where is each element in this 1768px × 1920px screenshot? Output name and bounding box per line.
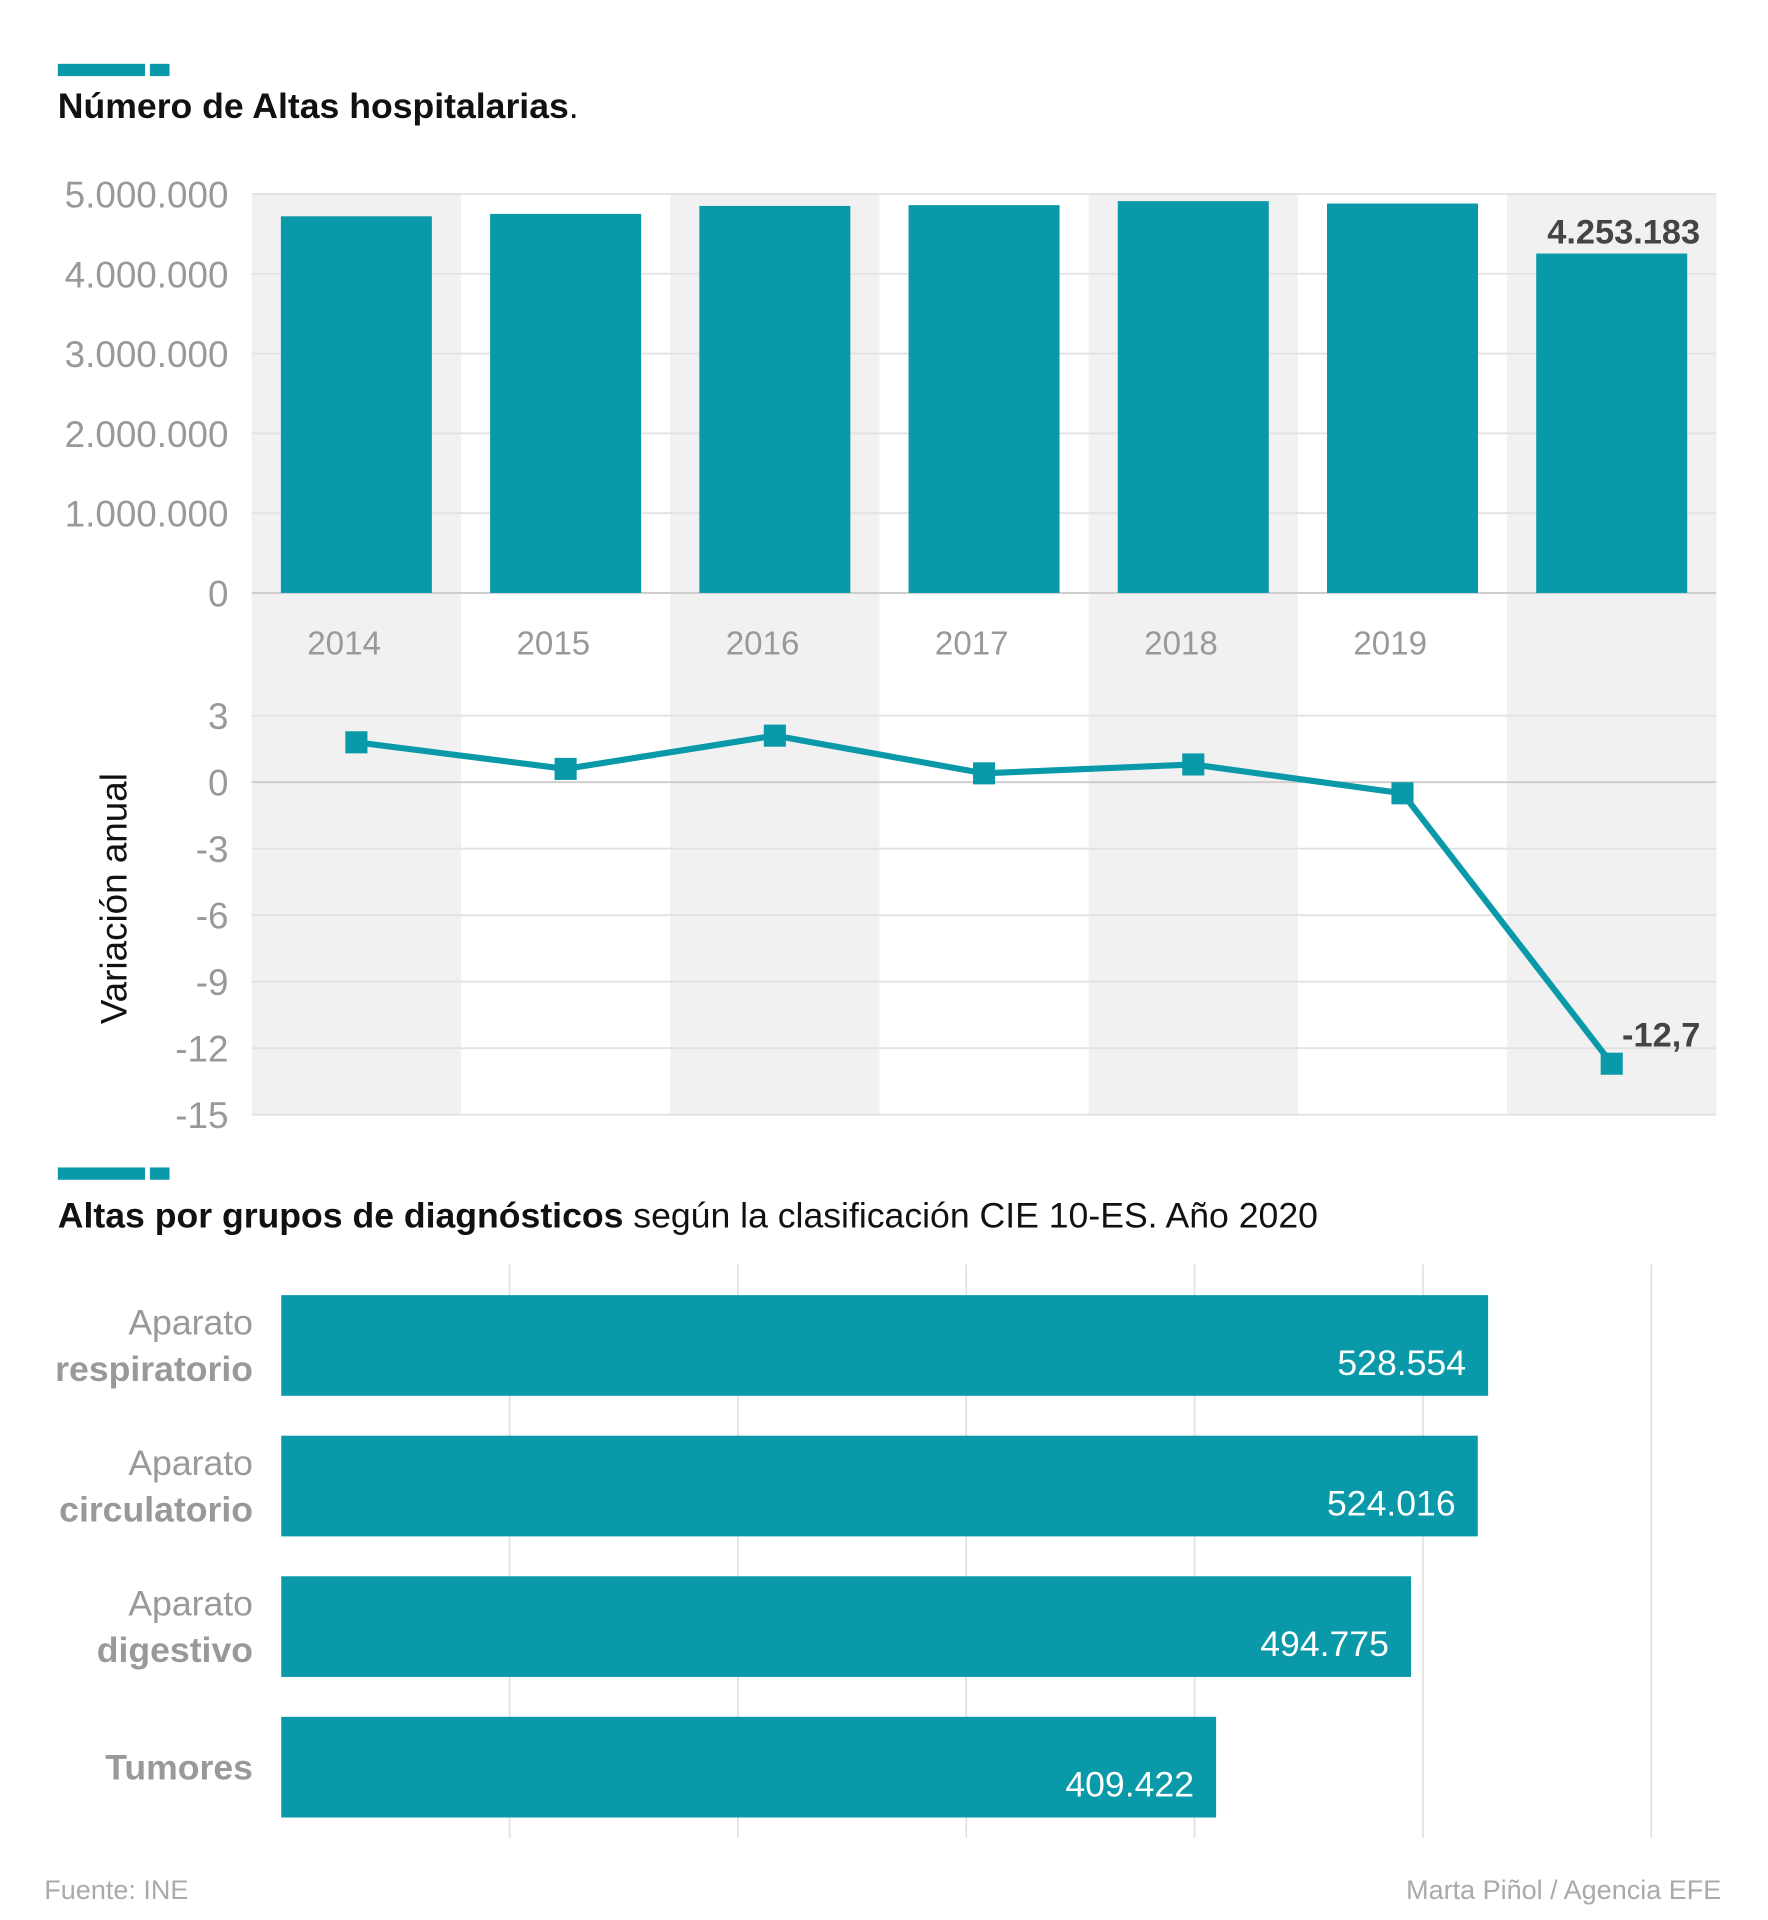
y-tick-label: -3 bbox=[196, 829, 229, 870]
bar bbox=[699, 205, 851, 593]
bar bbox=[1326, 203, 1478, 593]
marker bbox=[763, 724, 786, 747]
marker bbox=[345, 731, 368, 754]
category-label: Aparato bbox=[128, 1584, 253, 1624]
bar bbox=[281, 1716, 1217, 1818]
bar bbox=[281, 1295, 1489, 1396]
chart-title: Número de Altas hospitalarias. bbox=[58, 86, 579, 126]
y-tick-label: 0 bbox=[208, 573, 228, 614]
title-rest: . bbox=[569, 86, 579, 126]
charts: 0 1.000.000 2.000.000 3.000.000 4.000.000 5.0… bbox=[55, 174, 1717, 1838]
line bbox=[355, 732, 1615, 1066]
y-tick-label: 3.000.000 bbox=[65, 334, 229, 375]
y-tick-label: 1.000.000 bbox=[65, 494, 229, 535]
category-label: digestivo bbox=[97, 1630, 253, 1670]
y-tick-label: 0 bbox=[208, 763, 228, 804]
bar bbox=[281, 1435, 1478, 1537]
x-tick-label: 2016 bbox=[726, 625, 800, 662]
category-label: circulatorio bbox=[59, 1490, 253, 1530]
y-tick-label: -6 bbox=[196, 896, 229, 937]
decor-bar bbox=[57, 1167, 145, 1180]
value-label: 494.775 bbox=[1260, 1624, 1389, 1664]
decor-bar bbox=[149, 63, 170, 77]
y-axis-label: Variación anual bbox=[93, 773, 134, 1024]
category-label: respiratorio bbox=[55, 1349, 253, 1389]
marker bbox=[1391, 782, 1414, 805]
x-tick-label: 2019 bbox=[1353, 625, 1427, 662]
x-tick-label: 2015 bbox=[516, 625, 590, 662]
y-tick-label: 5.000.000 bbox=[65, 174, 229, 215]
title-bold: Altas por grupos de diagnósticos bbox=[58, 1196, 624, 1236]
value-label: 409.422 bbox=[1065, 1765, 1194, 1805]
y-tick-label: -12 bbox=[175, 1029, 228, 1070]
decor-bar bbox=[149, 1167, 170, 1180]
value-label: -12,7 bbox=[1622, 1017, 1700, 1055]
bar bbox=[490, 213, 642, 593]
marker bbox=[1600, 1052, 1623, 1075]
bar bbox=[1536, 253, 1688, 593]
bar bbox=[1117, 201, 1269, 593]
y-tick-label: 2.000.000 bbox=[65, 414, 229, 455]
value-label: 528.554 bbox=[1337, 1343, 1466, 1383]
marker bbox=[973, 762, 996, 785]
x-tick-label: 2014 bbox=[307, 625, 381, 662]
y-tick-label: -15 bbox=[175, 1095, 228, 1136]
source: Fuente: INE bbox=[44, 1875, 188, 1905]
category-label: Aparato bbox=[128, 1302, 253, 1342]
x-tick-label: 2017 bbox=[935, 625, 1009, 662]
x-tick-label: 2018 bbox=[1144, 625, 1218, 662]
value-label: 4.253.183 bbox=[1547, 214, 1700, 252]
category-label: Aparato bbox=[128, 1443, 253, 1483]
title-bold: Número de Altas hospitalarias bbox=[58, 86, 569, 126]
decor-bar bbox=[57, 63, 145, 77]
y-tick-label: -9 bbox=[196, 962, 229, 1003]
y-tick-label: 4.000.000 bbox=[65, 254, 229, 295]
chart-title: Altas por grupos de diagnósticos según l… bbox=[58, 1196, 1318, 1236]
marker bbox=[1182, 753, 1205, 776]
title-rest: según la clasificación CIE 10-ES. Año 20… bbox=[623, 1196, 1318, 1236]
bar bbox=[908, 205, 1060, 593]
y-tick-label: 3 bbox=[208, 696, 228, 737]
bar bbox=[280, 216, 432, 593]
value-label: 524.016 bbox=[1327, 1483, 1456, 1523]
bar bbox=[281, 1576, 1411, 1677]
credit: Marta Piñol / Agencia EFE bbox=[1406, 1875, 1721, 1905]
category-label: Tumores bbox=[105, 1747, 253, 1787]
marker bbox=[554, 757, 577, 780]
